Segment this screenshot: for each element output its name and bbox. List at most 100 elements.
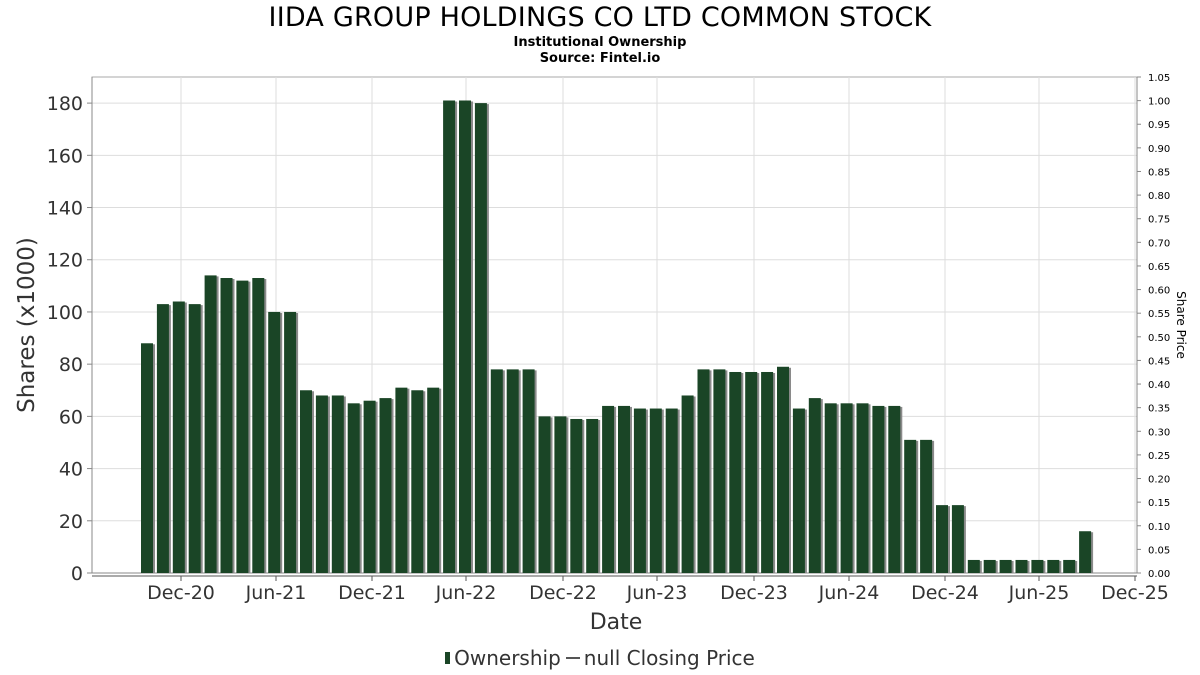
bar — [570, 418, 583, 573]
bar — [777, 366, 789, 573]
bar — [395, 387, 408, 573]
bar — [1079, 531, 1092, 573]
bar — [236, 280, 249, 573]
y2-tick-label: 0.55 — [1148, 309, 1170, 320]
bar — [1015, 559, 1028, 573]
y2-tick-label: 0.60 — [1148, 286, 1170, 297]
bar — [999, 559, 1012, 573]
bar — [633, 408, 646, 573]
x-tick-label: Jun-24 — [818, 582, 880, 604]
ownership-legend-swatch — [445, 652, 451, 664]
bar — [792, 408, 805, 573]
bar — [888, 405, 901, 573]
bar — [459, 100, 471, 573]
y2-tick-label: 0.40 — [1148, 380, 1170, 391]
bar — [967, 559, 980, 573]
bar — [506, 369, 519, 573]
bar — [1047, 559, 1060, 573]
y2-tick-label: 1.05 — [1148, 73, 1170, 84]
bar — [649, 408, 662, 573]
bar — [220, 278, 233, 573]
chart-source: Source: Fintel.io — [539, 51, 661, 66]
bar — [713, 369, 726, 573]
bar — [252, 278, 265, 573]
bar — [1063, 559, 1076, 573]
bar — [538, 416, 551, 573]
bar — [856, 403, 869, 573]
bar — [808, 398, 821, 573]
x-tick-label: Dec-22 — [529, 582, 597, 604]
y-tick-label: 140 — [47, 198, 83, 220]
bar — [427, 387, 440, 573]
bar — [490, 369, 503, 573]
bar — [665, 408, 678, 573]
y2-tick-label: 0.15 — [1148, 498, 1170, 509]
bar — [983, 559, 996, 573]
y-tick-label: 60 — [59, 406, 83, 428]
y2-tick-label: 1.00 — [1148, 97, 1170, 108]
y2-tick-label: 0.10 — [1148, 522, 1170, 533]
bar — [204, 275, 217, 573]
bar — [315, 395, 328, 573]
x-tick-label: Dec-21 — [338, 582, 406, 604]
x-tick-label: Dec-23 — [720, 582, 788, 604]
x-tick-label: Jun-25 — [1008, 582, 1070, 604]
bar — [840, 403, 853, 573]
bar — [141, 343, 153, 573]
bar — [920, 439, 933, 573]
bar — [602, 405, 615, 573]
x-axis-title: Date — [590, 610, 643, 635]
bar — [188, 304, 201, 573]
bar — [474, 103, 487, 574]
y-tick-label: 20 — [59, 511, 83, 533]
bar — [697, 369, 710, 573]
y2-tick-label: 0.80 — [1148, 191, 1170, 202]
bar — [284, 311, 297, 573]
bar — [872, 405, 885, 573]
y-tick-label: 120 — [47, 250, 83, 272]
y2-tick-label: 0.70 — [1148, 238, 1170, 249]
bar — [363, 400, 376, 573]
y2-tick-label: 0.85 — [1148, 167, 1170, 178]
bar — [522, 369, 535, 573]
y2-tick-label: 0.30 — [1148, 427, 1170, 438]
bar — [586, 418, 599, 573]
y2-tick-label: 0.45 — [1148, 356, 1170, 367]
y2-tick-label: 0.20 — [1148, 475, 1170, 486]
price-legend-label: null Closing Price — [583, 646, 755, 670]
bar — [761, 371, 774, 573]
x-tick-label: Jun-22 — [435, 582, 497, 604]
x-tick-label: Jun-23 — [626, 582, 688, 604]
y-axis-title: Shares (x1000) — [14, 237, 40, 413]
bar — [936, 505, 948, 573]
bar — [156, 304, 169, 573]
ownership-legend-label: Ownership — [454, 646, 561, 670]
bar — [1031, 559, 1044, 573]
price-legend-line — [565, 657, 580, 659]
chart-title: IIDA GROUP HOLDINGS CO LTD COMMON STOCK — [268, 2, 932, 33]
bar — [729, 371, 742, 573]
bar — [951, 505, 964, 573]
y-tick-label: 180 — [47, 93, 83, 115]
bar — [411, 390, 424, 573]
bar — [745, 371, 758, 573]
bar — [268, 311, 281, 573]
y2-tick-label: 0.90 — [1148, 144, 1170, 155]
bar — [443, 100, 456, 573]
y-tick-label: 0 — [71, 563, 83, 585]
x-tick-label: Dec-25 — [1101, 582, 1169, 604]
y-tick-label: 100 — [47, 302, 83, 324]
legend: Ownership null Closing Price — [0, 646, 1200, 670]
x-tick-label: Dec-20 — [147, 582, 215, 604]
y2-tick-label: 0.75 — [1148, 215, 1170, 226]
bar — [681, 395, 694, 573]
bar — [824, 403, 837, 573]
y-tick-label: 40 — [59, 459, 83, 481]
y2-tick-label: 0.25 — [1148, 451, 1170, 462]
bar — [172, 301, 185, 573]
bar — [331, 395, 344, 573]
bar — [347, 403, 360, 573]
y-tick-label: 80 — [59, 354, 83, 376]
y2-tick-label: 0.05 — [1148, 545, 1170, 556]
y2-tick-label: 0.95 — [1148, 120, 1170, 131]
